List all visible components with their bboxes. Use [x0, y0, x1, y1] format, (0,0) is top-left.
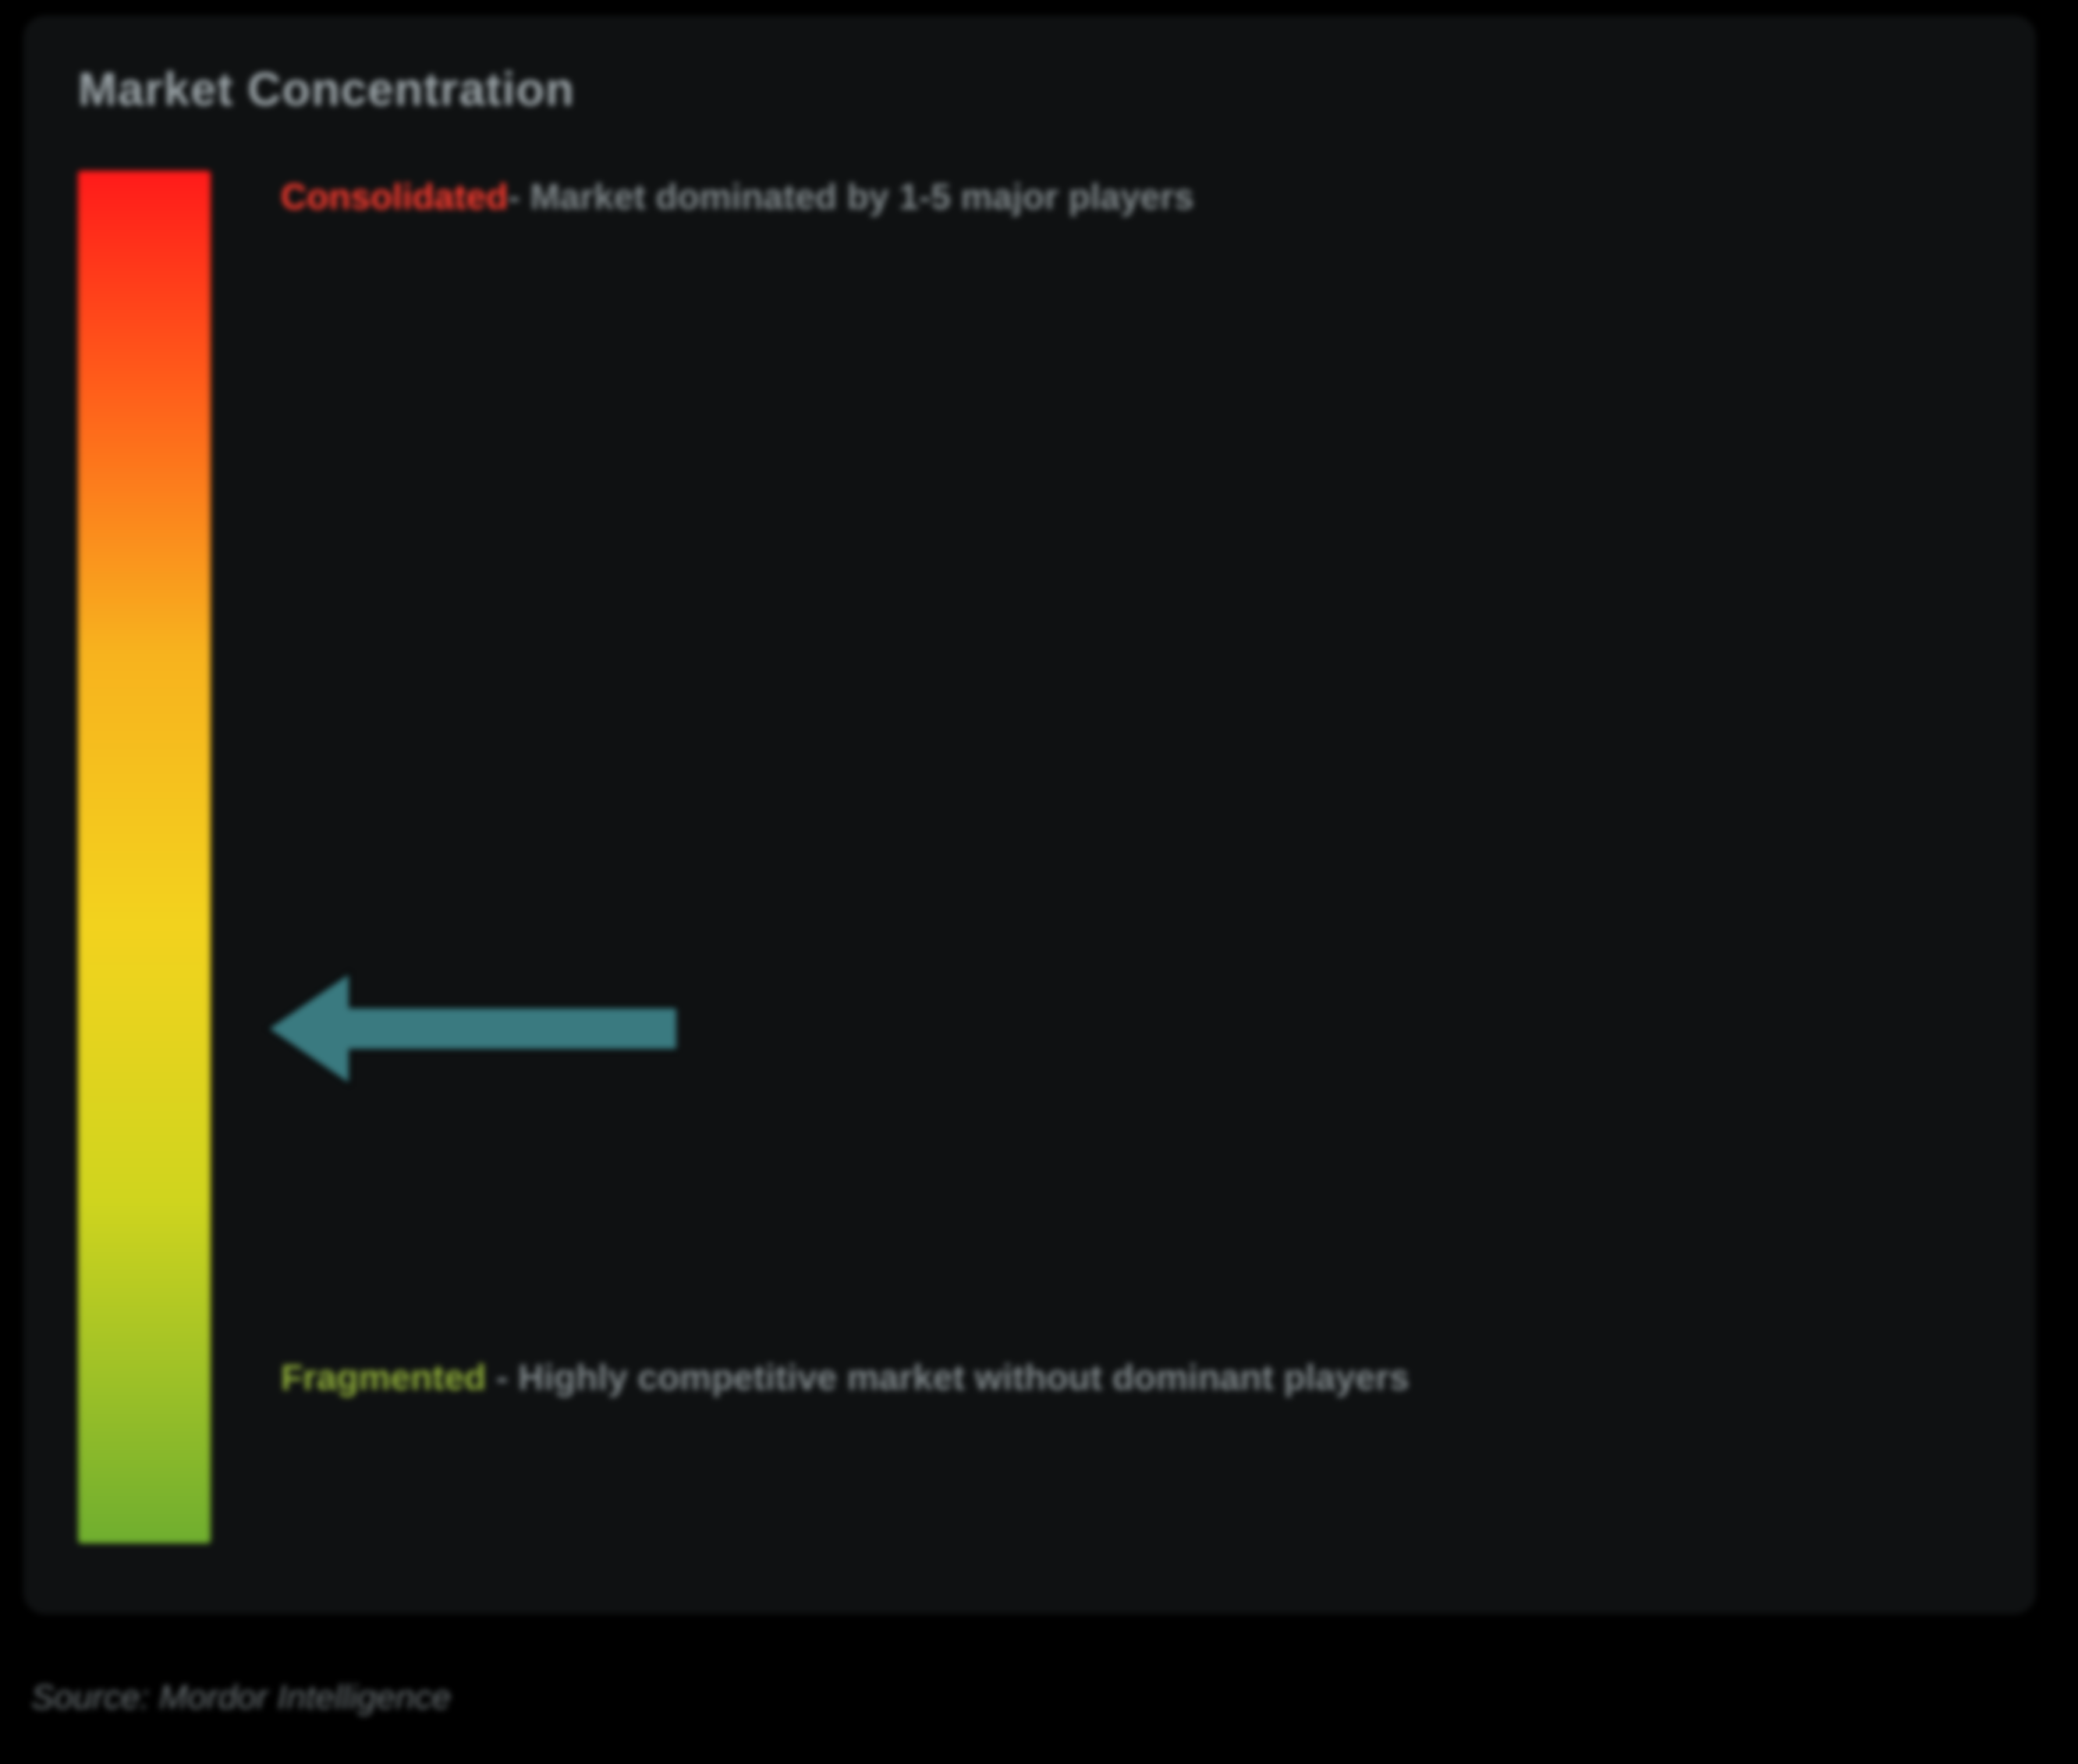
concentration-gradient-bar [78, 171, 211, 1543]
source-attribution: Source: Mordor Intelligence [31, 1678, 451, 1717]
fragmented-accent: Fragmented [281, 1357, 486, 1397]
card-title: Market Concentration [78, 62, 1981, 116]
consolidated-label: Consolidated- Market dominated by 1-5 ma… [281, 171, 1950, 223]
card-body: Consolidated- Market dominated by 1-5 ma… [78, 171, 1981, 1543]
labels-column: Consolidated- Market dominated by 1-5 ma… [281, 171, 1981, 1543]
arrow-left-icon [265, 970, 679, 1087]
concentration-card: Market Concentration Consolidated- Marke… [23, 16, 2036, 1614]
consolidated-rest: - Market dominated by 1-5 major players [508, 176, 1193, 217]
indicator-arrow [265, 970, 679, 1087]
fragmented-label: Fragmented - Highly competitive market w… [281, 1351, 1950, 1404]
consolidated-accent: Consolidated [281, 176, 508, 217]
fragmented-rest: - Highly competitive market without domi… [486, 1357, 1409, 1397]
